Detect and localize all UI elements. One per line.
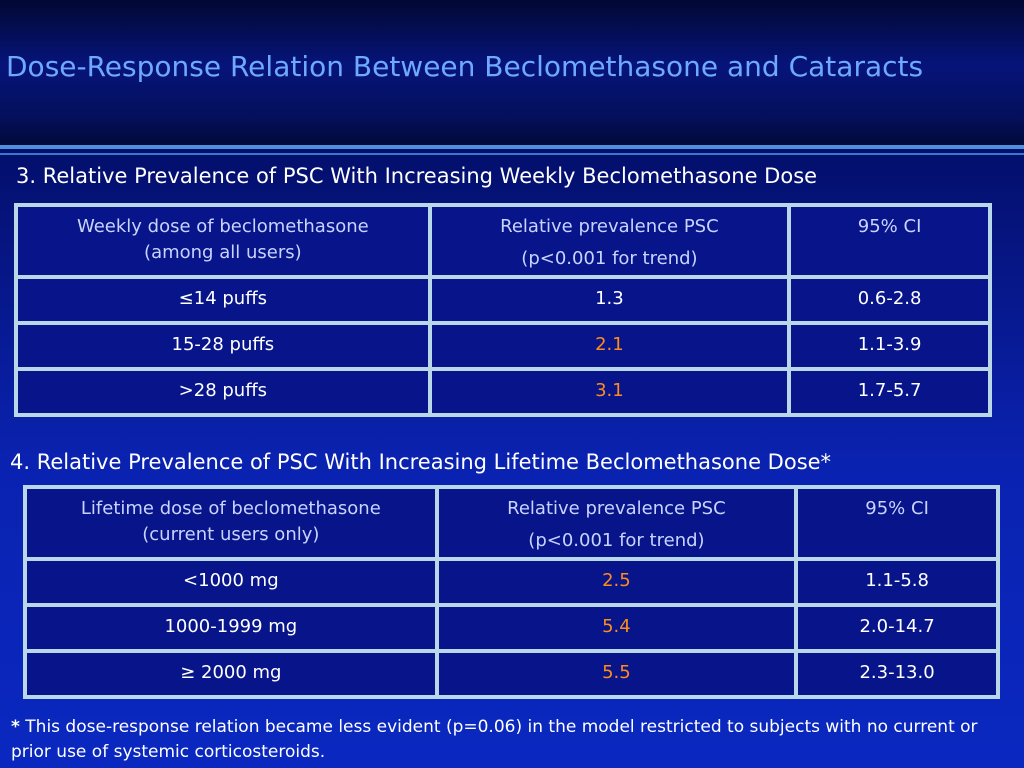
header-cell-ci: 95% CI — [794, 485, 1000, 561]
table-row: ≤14 puffs 1.3 0.6-2.8 — [14, 275, 992, 325]
prevalence-cell: 2.5 — [434, 557, 799, 607]
footnote: * This dose-response relation became les… — [11, 715, 1016, 765]
ci-cell: 2.3-13.0 — [794, 649, 1000, 699]
table-row: 15-28 puffs 2.1 1.1-3.9 — [14, 321, 992, 371]
title-band — [0, 0, 1024, 145]
ci-cell: 1.7-5.7 — [787, 367, 992, 417]
table-row: <1000 mg 2.5 1.1-5.8 — [23, 557, 1000, 607]
header-cell-prevalence: Relative prevalence PSC (p<0.001 for tre… — [427, 203, 792, 279]
table-row: >28 puffs 3.1 1.7-5.7 — [14, 367, 992, 417]
section-3-heading: 3. Relative Prevalence of PSC With Incre… — [16, 164, 818, 188]
slide-title: Dose-Response Relation Between Beclometh… — [6, 50, 924, 83]
weekly-dose-table: Weekly dose of beclomethasone (among all… — [14, 203, 992, 417]
header-text: Relative prevalence PSC — [500, 216, 719, 237]
header-cell-dose: Lifetime dose of beclomethasone (current… — [23, 485, 439, 561]
header-text: (p<0.001 for trend) — [521, 248, 698, 269]
dose-cell: >28 puffs — [14, 367, 432, 417]
ci-cell: 1.1-5.8 — [794, 557, 1000, 607]
table-row: 1000-1999 mg 5.4 2.0-14.7 — [23, 603, 1000, 653]
table-row: ≥ 2000 mg 5.5 2.3-13.0 — [23, 649, 1000, 699]
dose-cell: ≤14 puffs — [14, 275, 432, 325]
dose-cell: <1000 mg — [23, 557, 439, 607]
ci-cell: 2.0-14.7 — [794, 603, 1000, 653]
table-header-row: Lifetime dose of beclomethasone (current… — [23, 485, 1000, 561]
lifetime-dose-table: Lifetime dose of beclomethasone (current… — [23, 485, 1000, 699]
footnote-marker: * — [11, 717, 20, 737]
prevalence-cell: 5.5 — [434, 649, 799, 699]
title-divider-thin — [0, 153, 1024, 155]
section-4-heading: 4. Relative Prevalence of PSC With Incre… — [10, 450, 832, 474]
dose-cell: 1000-1999 mg — [23, 603, 439, 653]
header-text: (p<0.001 for trend) — [528, 530, 705, 551]
header-text: (current users only) — [142, 524, 320, 545]
prevalence-cell: 1.3 — [427, 275, 792, 325]
ci-cell: 0.6-2.8 — [787, 275, 992, 325]
header-text: Relative prevalence PSC — [507, 498, 726, 519]
header-cell-ci: 95% CI — [787, 203, 992, 279]
dose-cell: ≥ 2000 mg — [23, 649, 439, 699]
table-header-row: Weekly dose of beclomethasone (among all… — [14, 203, 992, 279]
prevalence-cell: 3.1 — [427, 367, 792, 417]
header-cell-dose: Weekly dose of beclomethasone (among all… — [14, 203, 432, 279]
prevalence-cell: 5.4 — [434, 603, 799, 653]
header-cell-prevalence: Relative prevalence PSC (p<0.001 for tre… — [434, 485, 799, 561]
ci-cell: 1.1-3.9 — [787, 321, 992, 371]
prevalence-cell: 2.1 — [427, 321, 792, 371]
footnote-text: This dose-response relation became less … — [11, 717, 978, 762]
title-divider — [0, 145, 1024, 149]
header-text: Weekly dose of beclomethasone — [76, 216, 369, 237]
dose-cell: 15-28 puffs — [14, 321, 432, 371]
header-text: Lifetime dose of beclomethasone — [80, 498, 381, 519]
header-text: (among all users) — [144, 242, 302, 263]
